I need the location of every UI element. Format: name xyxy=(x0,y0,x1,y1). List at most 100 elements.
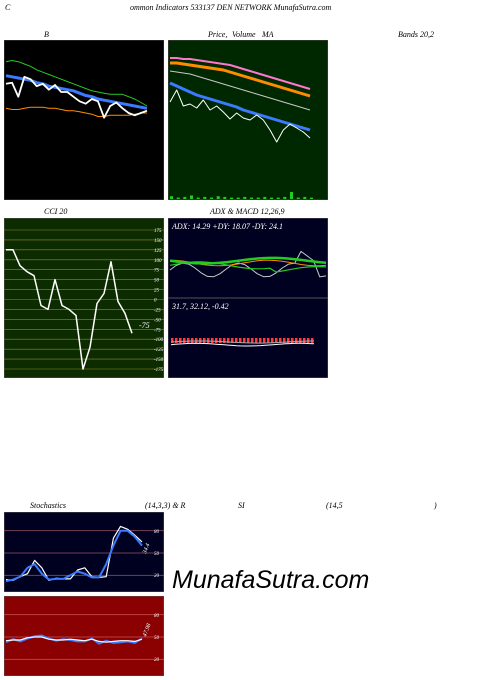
macd-histogram-bar xyxy=(211,338,214,343)
bollinger-upper-line xyxy=(5,60,148,107)
stoch-tick-label: 20 xyxy=(154,574,160,579)
stochastics-chart: 34.4 80 50 20 xyxy=(4,512,164,592)
macd-histogram-bar xyxy=(279,338,282,343)
volume-bar xyxy=(276,197,280,199)
macd-histogram-bar xyxy=(179,338,182,343)
stoch-title: Stochastics xyxy=(30,501,66,510)
macd-histogram-bar xyxy=(287,338,290,343)
macd-histogram-bar xyxy=(219,338,222,343)
macd-histogram-bar xyxy=(295,338,298,343)
macd-histogram-bar xyxy=(307,338,310,343)
macd-histogram-bar xyxy=(183,338,186,343)
volume-bar xyxy=(250,197,253,199)
macd-histogram-bar xyxy=(171,338,174,343)
macd-histogram-bar xyxy=(275,338,278,343)
ma-title: MA xyxy=(262,30,274,39)
stoch-value-label: 34.4 xyxy=(141,542,152,555)
adx-background xyxy=(168,218,328,298)
bollinger-chart xyxy=(4,40,164,200)
macd-histogram-bar xyxy=(259,338,262,343)
rsi-tick-label: 20 xyxy=(154,658,160,663)
macd-histogram-bar xyxy=(215,338,218,343)
macd-chart: 31.7, 32.12, -0.42 xyxy=(168,298,328,378)
header-c: C xyxy=(5,3,11,12)
bollinger-title: B xyxy=(44,30,49,39)
rsi-paren: ) xyxy=(434,501,437,510)
macd-histogram-bar xyxy=(207,338,210,343)
cci-tick-label: 75 xyxy=(154,269,160,274)
volume-bar xyxy=(216,196,220,199)
price-ma-pink-line xyxy=(170,57,311,90)
cci-title: CCI 20 xyxy=(44,207,68,216)
cci-tick-label: 0 xyxy=(154,299,157,304)
volume-bar xyxy=(283,196,287,199)
adx-green-line xyxy=(169,256,327,265)
macd-histogram-bar xyxy=(187,338,190,343)
cci-tick-label: -75 xyxy=(154,328,161,333)
cci-chart: -75 175 150 125 100 75 50 25 0 -25 -50 -75 -100 -125… xyxy=(4,218,164,378)
macd-histogram-bar xyxy=(255,338,258,343)
price-ma-orange-line xyxy=(170,61,311,98)
cci-tick-label: -25 xyxy=(154,308,161,313)
volume-bar xyxy=(223,196,227,199)
adx-grey-line xyxy=(169,250,327,278)
watermark: MunafaSutra.com xyxy=(172,566,370,594)
stoch-d-line xyxy=(5,529,143,583)
macd-histogram-bar xyxy=(263,338,266,343)
cci-background xyxy=(4,218,164,378)
cci-tick-label: -50 xyxy=(154,318,161,323)
macd-readout: 31.7, 32.12, -0.42 xyxy=(171,302,229,311)
volume-bar xyxy=(203,196,207,199)
macd-histogram-bar xyxy=(223,338,226,343)
volume-bar xyxy=(296,197,300,199)
rsi-chart: 47.98 80 50 20 xyxy=(4,596,164,676)
price-ma-grey-line xyxy=(169,70,311,111)
macd-histogram-bar xyxy=(299,338,302,343)
cci-tick-label: 25 xyxy=(154,289,160,294)
volume-bar xyxy=(236,197,240,199)
volume-bar xyxy=(290,192,293,199)
volume-bar xyxy=(230,197,233,199)
rsi-tick-label: 80 xyxy=(154,614,160,619)
volume-bar xyxy=(270,197,273,199)
macd-histogram-bar xyxy=(251,338,254,343)
cci-tick-label: 150 xyxy=(154,239,162,244)
cci-tick-label: 50 xyxy=(154,279,160,284)
rsi-background xyxy=(4,596,164,676)
macd-histogram-bar xyxy=(239,338,242,343)
volume-bar xyxy=(210,197,213,199)
page-title: ommon Indicators 533137 DEN NETWORK Muna… xyxy=(130,3,332,12)
price-title: Price, xyxy=(208,30,228,39)
volume-title: Volume xyxy=(232,30,256,39)
macd-histogram-bar xyxy=(227,338,230,343)
adx-chart: ADX: 14.29 +DY: 18.07 -DY: 24.1 xyxy=(168,218,328,298)
cci-value-label: -75 xyxy=(139,321,150,330)
cci-tick-label: 175 xyxy=(154,229,162,234)
cci-tick-label: -150 xyxy=(154,358,164,363)
bollinger-lower-line xyxy=(5,106,147,117)
price-ma-blue-line xyxy=(169,81,311,132)
bollinger-price-line xyxy=(5,75,148,119)
macd-histogram-bar xyxy=(175,338,178,343)
cci-line xyxy=(6,249,133,370)
macd-histogram-bar xyxy=(271,338,274,343)
volume-bar xyxy=(243,196,247,199)
bollinger-background xyxy=(4,40,164,200)
stochastics-background xyxy=(4,512,164,592)
cci-tick-label: 125 xyxy=(154,249,162,254)
stoch-tick-label: 50 xyxy=(154,552,160,557)
volume-bar xyxy=(256,197,260,199)
stoch-tick-label: 80 xyxy=(154,530,160,535)
price-ma-chart xyxy=(168,40,328,200)
price-price-line xyxy=(169,89,311,143)
adx-green-thin-line xyxy=(169,261,327,273)
stoch-params: (14,3,3) & R xyxy=(145,501,186,510)
volume-bar xyxy=(310,197,313,199)
rsi-rsi-white-line xyxy=(5,636,143,643)
bands-title: Bands 20,2 xyxy=(398,30,434,39)
macd-histogram-bar xyxy=(267,338,270,343)
macd-histogram-bar xyxy=(283,338,286,343)
rsi-title: SI xyxy=(238,501,245,510)
volume-bar xyxy=(176,197,180,199)
macd-histogram-bar xyxy=(247,338,250,343)
